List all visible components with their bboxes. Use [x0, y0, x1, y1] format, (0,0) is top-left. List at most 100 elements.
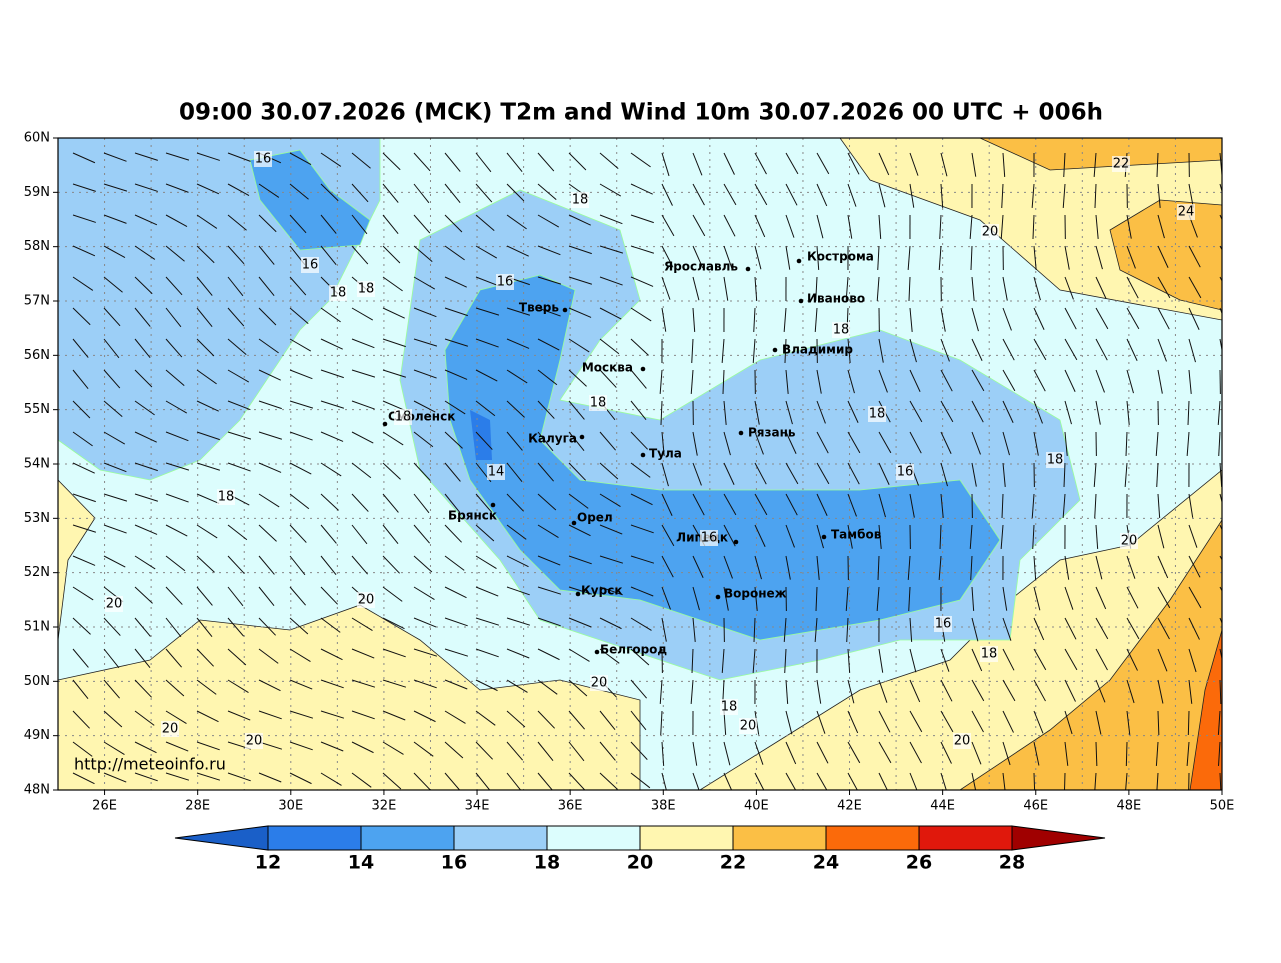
wind-barb — [785, 183, 798, 206]
wind-barb — [1095, 276, 1107, 299]
wind-barb — [599, 524, 623, 535]
contour-label: 18 — [981, 647, 998, 662]
wind-barb — [320, 772, 342, 786]
wind-barb — [785, 369, 789, 394]
colorbar-cell — [639, 825, 734, 851]
contour-label-bg — [700, 530, 718, 546]
wind-barb — [413, 555, 433, 573]
wind-barb — [103, 214, 127, 224]
city-dot — [575, 591, 581, 597]
wind-barb — [1157, 183, 1161, 208]
wind-barb — [165, 648, 182, 668]
wind-barb — [103, 307, 121, 327]
wind-barb — [165, 555, 186, 572]
lat-label: 50N — [24, 674, 50, 689]
wind-barb — [134, 400, 155, 416]
wind-barb — [289, 307, 309, 324]
wind-barb — [475, 400, 496, 417]
wind-barb — [1095, 617, 1109, 640]
wind-barb — [723, 586, 729, 611]
wind-barb — [475, 586, 499, 597]
wind-barb — [165, 462, 190, 471]
wind-barb — [1033, 555, 1037, 580]
wind-barb — [1033, 369, 1046, 392]
wind-barb — [413, 152, 431, 172]
wind-barb — [134, 152, 158, 161]
lat-label: 56N — [24, 348, 50, 363]
wind-barb — [382, 648, 406, 658]
wind-barb — [196, 648, 214, 667]
contour-label: 16 — [255, 152, 272, 167]
wind-barb — [1095, 555, 1103, 580]
wind-barb — [196, 586, 213, 606]
wind-barb — [444, 462, 461, 482]
contour-label-bg — [720, 699, 738, 715]
lat-label: 52N — [24, 565, 50, 580]
wind-barb — [289, 431, 313, 441]
colorbar-label: 22 — [720, 852, 746, 874]
lon-label: 38E — [651, 799, 676, 814]
contour-label: 24 — [1178, 205, 1195, 220]
lat-label: 58N — [24, 239, 50, 254]
wind-barb — [444, 493, 461, 514]
contour-label: 20 — [954, 734, 971, 749]
wind-barb — [475, 524, 495, 542]
wind-barb — [723, 431, 731, 456]
wind-barb — [1125, 772, 1128, 790]
contour-label-bg — [589, 395, 607, 411]
wind-barb — [630, 586, 654, 597]
wind-barb — [784, 338, 787, 363]
wind-barb — [320, 183, 339, 202]
wind-barb — [940, 307, 946, 332]
wind-barb — [72, 400, 91, 419]
wind-barb — [103, 617, 121, 636]
wind-barb — [444, 276, 467, 288]
wind-barb — [289, 493, 310, 510]
wind-barb — [1095, 710, 1102, 735]
wind-barb — [506, 152, 523, 172]
contour-label-bg — [1120, 533, 1138, 549]
wind-barb — [134, 617, 151, 637]
wind-barb — [971, 648, 983, 672]
wind-barb — [1000, 524, 1004, 549]
wind-barb — [475, 338, 499, 348]
wind-barb — [816, 493, 828, 516]
wind-barb — [723, 183, 737, 206]
wind-barb — [847, 648, 851, 673]
wind-barb — [661, 586, 671, 610]
wind-barb — [847, 679, 855, 704]
wind-barb — [134, 493, 159, 502]
wind-barb — [908, 276, 911, 301]
contour-label-bg — [487, 464, 505, 480]
wind-barb — [971, 338, 983, 361]
wind-barb — [1157, 617, 1170, 640]
wind-barb — [444, 617, 468, 627]
wind-barb — [196, 741, 220, 751]
wind-barb — [103, 524, 127, 534]
wind-barb — [847, 369, 855, 394]
wind-barb — [847, 710, 859, 734]
wind-barb — [475, 617, 500, 626]
wind-barb — [1217, 710, 1221, 735]
wind-barb — [814, 307, 818, 332]
city-label: Калуга — [528, 432, 577, 446]
wind-barb — [1155, 741, 1159, 766]
wind-barb — [134, 183, 158, 192]
wind-barb — [258, 307, 277, 326]
wind-barb — [970, 555, 973, 580]
city-label: Владимир — [782, 343, 853, 357]
graticule — [58, 138, 1222, 790]
colorbar-label: 28 — [999, 852, 1025, 874]
wind-barb — [692, 152, 703, 176]
wind-barb — [320, 586, 338, 605]
lat-label: 51N — [24, 620, 50, 635]
wind-barb — [971, 431, 981, 455]
wind-barb — [196, 307, 213, 327]
wind-barb — [413, 400, 436, 413]
wind-barb — [661, 276, 671, 300]
wind-barb — [382, 338, 406, 348]
wind-barb — [475, 555, 497, 569]
wind-barb — [878, 524, 882, 549]
wind-barb — [320, 369, 344, 379]
wind-barb — [722, 369, 725, 394]
